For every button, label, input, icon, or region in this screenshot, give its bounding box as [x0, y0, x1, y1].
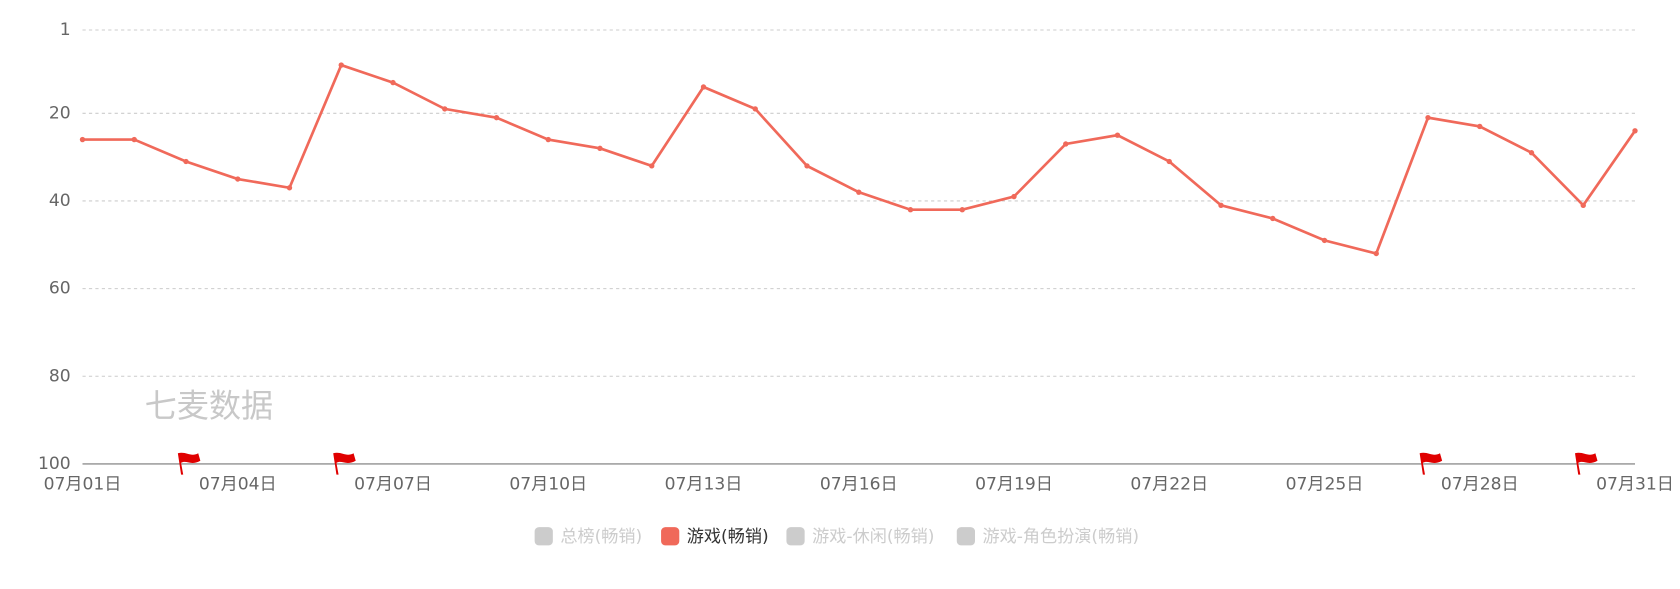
data-point: [1114, 132, 1121, 138]
flag: [177, 452, 201, 475]
data-point: [1011, 193, 1017, 200]
legend-label[interactable]: 总榜(畅销): [560, 527, 642, 547]
flag: [333, 452, 356, 475]
data-point: [597, 145, 603, 152]
x-tick-label: 07月28日: [1441, 474, 1519, 494]
x-tick-label: 07月04日: [199, 474, 277, 494]
data-point: [700, 84, 707, 90]
event-flags: [177, 452, 1598, 475]
data-point: [1477, 123, 1483, 130]
series-line: [82, 63, 1637, 256]
legend-swatch[interactable]: [786, 527, 805, 546]
data-point: [493, 114, 500, 121]
data-point: [286, 185, 293, 191]
legend-swatch[interactable]: [534, 527, 553, 546]
flag: [1575, 452, 1598, 475]
data-point: [131, 136, 137, 143]
legend-swatch[interactable]: [956, 527, 975, 546]
legend-label[interactable]: 游戏(畅销): [687, 527, 769, 547]
legend-swatch[interactable]: [661, 527, 680, 546]
data-point: [1218, 202, 1224, 209]
data-point: [1063, 141, 1069, 147]
y-tick-label: 100: [38, 454, 71, 474]
data-point: [545, 136, 551, 143]
x-tick-label: 07月19日: [975, 474, 1053, 494]
x-tick-label: 07月31日: [1596, 474, 1674, 494]
data-point: [959, 207, 965, 213]
y-tick-label: 80: [49, 366, 71, 386]
data-point: [1632, 128, 1638, 134]
data-point: [1373, 250, 1379, 257]
x-tick-label: 07月10日: [509, 474, 587, 494]
data-point: [1580, 202, 1586, 209]
watermark: 七麦数据: [145, 387, 274, 425]
data-point: [442, 106, 448, 112]
x-tick-label: 07月16日: [820, 474, 898, 494]
data-point: [390, 79, 396, 86]
data-point: [856, 189, 862, 195]
data-point: [1166, 158, 1172, 165]
x-tick-label: 07月22日: [1130, 474, 1208, 494]
data-point: [1321, 237, 1328, 244]
data-point: [907, 207, 914, 213]
x-tick-label: 07月13日: [665, 474, 743, 494]
x-tick-label: 07月01日: [44, 474, 122, 494]
data-point: [752, 106, 758, 112]
data-point: [1270, 215, 1276, 222]
x-tick-label: 07月07日: [354, 474, 432, 494]
data-point: [79, 136, 86, 143]
data-point: [183, 158, 189, 165]
y-tick-label: 20: [49, 103, 71, 123]
legend-label[interactable]: 游戏-角色扮演(畅销): [982, 527, 1139, 547]
x-tick-label: 07月25日: [1286, 474, 1364, 494]
data-point: [235, 176, 241, 182]
flag: [1419, 452, 1443, 475]
data-point: [338, 62, 344, 68]
data-point: [649, 163, 655, 169]
data-point: [804, 163, 810, 169]
data-point: [1528, 150, 1535, 156]
y-tick-label: 60: [49, 279, 71, 299]
legend-label[interactable]: 游戏-休闲(畅销): [812, 527, 934, 547]
y-tick-label: 40: [49, 191, 71, 211]
data-point: [1425, 114, 1431, 121]
y-tick-label: 1: [60, 20, 71, 40]
